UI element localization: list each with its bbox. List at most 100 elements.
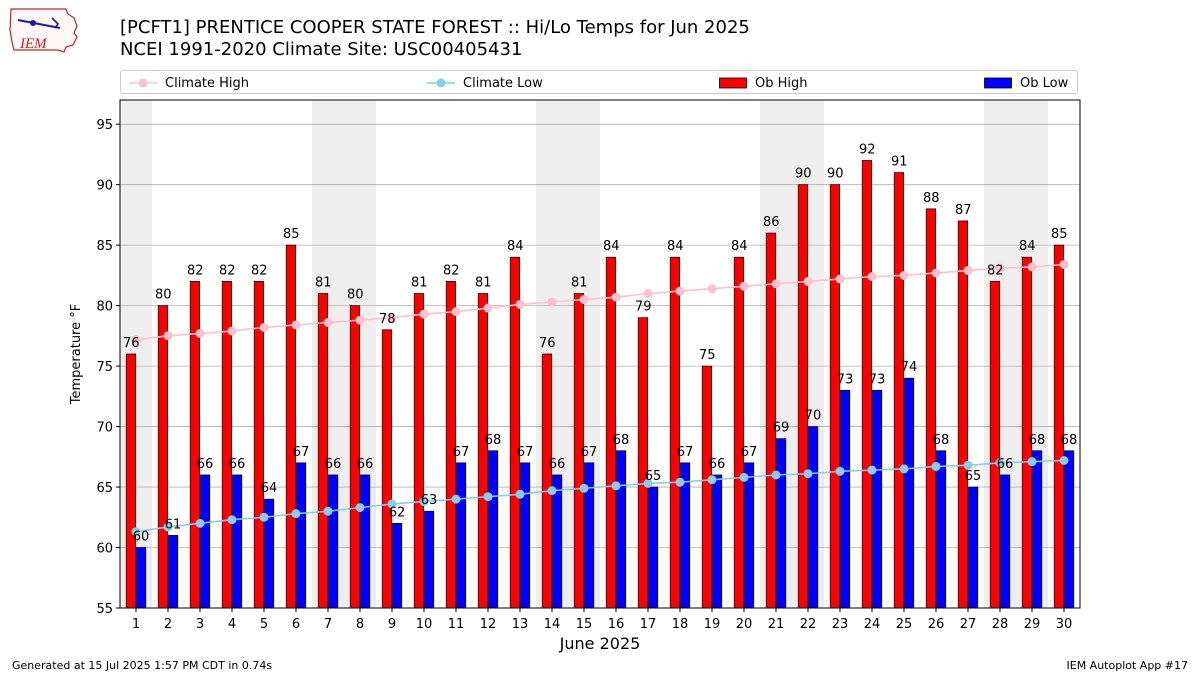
climate-high-point bbox=[355, 315, 365, 325]
x-tick-label: 21 bbox=[768, 617, 785, 632]
ob-low-label: 68 bbox=[1061, 433, 1078, 448]
ob-high-bar bbox=[381, 329, 393, 609]
ob-high-bar bbox=[701, 365, 713, 609]
climate-low-point bbox=[803, 469, 813, 479]
ob-high-label: 81 bbox=[411, 276, 428, 291]
legend-item-ob-low: Ob Low bbox=[984, 74, 1068, 92]
climate-low-point bbox=[451, 494, 461, 504]
ob-low-bar bbox=[967, 486, 979, 609]
legend-blue-swatch-icon bbox=[984, 77, 1012, 89]
ob-low-label: 68 bbox=[1029, 433, 1046, 448]
climate-high-point bbox=[227, 326, 237, 336]
climate-low-point bbox=[195, 518, 205, 528]
ob-high-bar bbox=[669, 256, 681, 609]
ob-high-label: 81 bbox=[315, 276, 332, 291]
ob-low-label: 64 bbox=[261, 481, 278, 496]
ob-high-label: 88 bbox=[923, 191, 940, 206]
ob-low-label: 67 bbox=[677, 445, 694, 460]
climate-high-line bbox=[135, 263, 1065, 341]
climate-high-point bbox=[387, 313, 397, 323]
climate-high-point bbox=[611, 292, 621, 302]
ob-low-bar bbox=[1031, 450, 1043, 609]
x-tick-label: 4 bbox=[228, 617, 236, 632]
ob-low-label: 68 bbox=[485, 433, 502, 448]
climate-low-point bbox=[259, 512, 269, 522]
climate-low-point bbox=[643, 478, 653, 488]
climate-low-point bbox=[419, 497, 429, 507]
ob-high-bar bbox=[125, 353, 137, 609]
climate-low-point bbox=[547, 486, 557, 496]
ob-high-label: 82 bbox=[987, 263, 1004, 278]
ob-low-label: 67 bbox=[517, 445, 534, 460]
climate-low-point bbox=[867, 465, 877, 475]
iowa-map-icon: IEM bbox=[9, 8, 78, 53]
ob-low-label: 67 bbox=[453, 445, 470, 460]
x-tick-label: 27 bbox=[960, 617, 977, 632]
x-tick-label: 14 bbox=[544, 617, 561, 632]
climate-low-point bbox=[931, 461, 941, 471]
climate-low-point bbox=[131, 527, 141, 537]
legend-item-climate-low: Climate Low bbox=[427, 74, 543, 92]
ob-low-bar bbox=[999, 474, 1011, 609]
ob-high-bar bbox=[1053, 244, 1065, 609]
climate-low-point bbox=[291, 509, 301, 519]
ob-high-bar bbox=[477, 293, 489, 609]
ob-low-label: 67 bbox=[293, 445, 310, 460]
ob-high-bar bbox=[541, 353, 553, 609]
ob-high-bar bbox=[285, 244, 297, 609]
climate-high-point bbox=[163, 331, 173, 341]
ob-high-label: 81 bbox=[475, 276, 492, 291]
legend-label-climate-high: Climate High bbox=[165, 75, 250, 91]
ob-low-bar bbox=[615, 450, 627, 609]
ob-low-label: 67 bbox=[581, 445, 598, 460]
x-tick-label: 17 bbox=[640, 617, 657, 632]
ob-low-label: 69 bbox=[773, 421, 790, 436]
x-tick-label: 28 bbox=[992, 617, 1009, 632]
ob-high-label: 84 bbox=[667, 239, 684, 254]
x-tick-label: 5 bbox=[260, 617, 268, 632]
ob-high-label: 84 bbox=[1019, 239, 1036, 254]
climate-high-point bbox=[771, 279, 781, 289]
climate-low-point bbox=[579, 483, 589, 493]
x-tick-label: 3 bbox=[196, 617, 204, 632]
climate-high-point bbox=[483, 303, 493, 313]
climate-high-point bbox=[579, 295, 589, 305]
ob-high-label: 78 bbox=[379, 312, 396, 327]
ob-high-bar bbox=[829, 184, 841, 609]
ob-high-label: 85 bbox=[283, 227, 300, 242]
y-axis-label: Temperature °F bbox=[69, 304, 84, 405]
x-tick-label: 19 bbox=[704, 617, 721, 632]
climate-high-point bbox=[867, 272, 877, 282]
ob-high-label: 90 bbox=[827, 167, 844, 182]
ob-low-bar bbox=[903, 377, 915, 609]
y-tick-label: 65 bbox=[96, 481, 113, 496]
y-tick-label: 80 bbox=[96, 300, 113, 315]
x-tick-label: 8 bbox=[356, 617, 364, 632]
generated-timestamp: Generated at 15 Jul 2025 1:57 PM CDT in … bbox=[12, 659, 273, 672]
x-tick-label: 12 bbox=[480, 617, 497, 632]
x-tick-label: 1 bbox=[132, 617, 140, 632]
climate-low-point bbox=[163, 522, 173, 532]
climate-low-point bbox=[675, 477, 685, 487]
ob-high-label: 84 bbox=[507, 239, 524, 254]
climate-high-point bbox=[707, 284, 717, 294]
plot-frame bbox=[119, 99, 1081, 609]
legend-item-climate-high: Climate High bbox=[129, 74, 249, 92]
legend-line-marker-icon bbox=[129, 78, 157, 88]
climate-low-point bbox=[323, 506, 333, 516]
x-tick-label: 2 bbox=[164, 617, 172, 632]
ob-low-bar bbox=[1063, 450, 1075, 609]
legend-red-swatch-icon bbox=[719, 77, 747, 89]
x-tick-label: 23 bbox=[832, 617, 849, 632]
legend-line-marker-icon bbox=[427, 78, 455, 88]
legend-label-ob-high: Ob High bbox=[755, 75, 808, 91]
ob-low-label: 66 bbox=[709, 457, 726, 472]
climate-low-point bbox=[771, 470, 781, 480]
ob-high-label: 80 bbox=[347, 288, 364, 303]
x-tick-label: 6 bbox=[292, 617, 300, 632]
ob-high-label: 90 bbox=[795, 167, 812, 182]
title-line-2: NCEI 1991-2020 Climate Site: USC00405431 bbox=[120, 39, 523, 60]
ob-high-label: 86 bbox=[763, 215, 780, 230]
climate-low-point bbox=[963, 460, 973, 470]
